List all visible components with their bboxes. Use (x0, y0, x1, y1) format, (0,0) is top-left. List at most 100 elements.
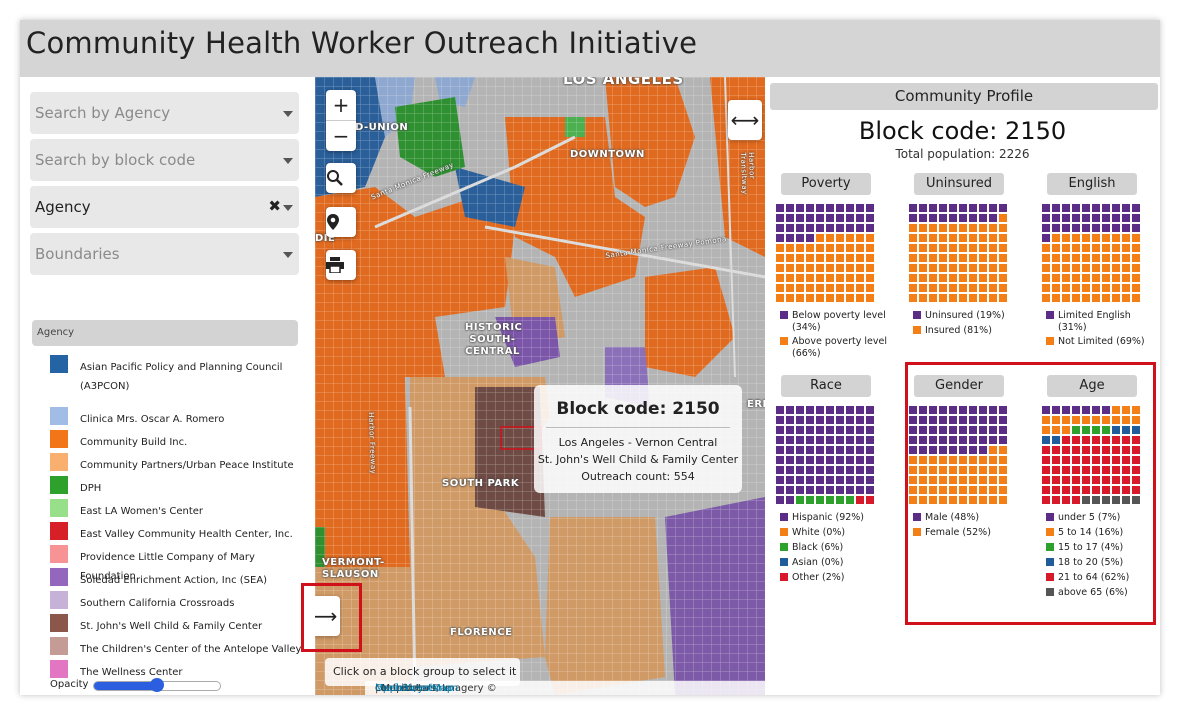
waffle-cell (1122, 214, 1131, 223)
community-profile-panel: Community Profile Block code: 2150 Total… (765, 77, 1160, 695)
waffle-cell (826, 214, 835, 223)
waffle-cell (776, 284, 785, 293)
waffle-cell (866, 264, 875, 273)
popup-area: Los Angeles - Vernon Central (558, 436, 718, 449)
profile-block-code: Block code: 2150 (858, 117, 1067, 145)
waffle-cell (989, 426, 998, 435)
waffle-cell (959, 224, 968, 233)
chart-title-uninsured: Uninsured (914, 173, 1004, 195)
waffle-grid-age (1042, 406, 1142, 506)
waffle-cell (949, 456, 958, 465)
locate-button[interactable] (326, 207, 356, 237)
waffle-cell (856, 456, 865, 465)
block-popup: Block code: 2150 Los Angeles - Vernon Ce… (534, 385, 742, 493)
waffle-cell (786, 244, 795, 253)
legend-label: DPH (80, 483, 102, 494)
waffle-cell (999, 244, 1008, 253)
waffle-cell (866, 294, 875, 303)
waffle-cell (999, 204, 1008, 213)
waffle-cell (919, 406, 928, 415)
waffle-cell (816, 466, 825, 475)
waffle-cell (1092, 426, 1101, 435)
legend-swatch (1046, 337, 1054, 345)
legend-swatch (780, 558, 788, 566)
opacity-slider[interactable] (93, 678, 221, 692)
waffle-cell (856, 436, 865, 445)
waffle-cell (826, 426, 835, 435)
waffle-cell (989, 436, 998, 445)
waffle-cell (1052, 204, 1061, 213)
mapbox-link[interactable]: Mapbox/yohman (375, 683, 459, 694)
waffle-cell (806, 476, 815, 485)
waffle-cell (1042, 446, 1051, 455)
waffle-cell (1112, 264, 1121, 273)
waffle-cell (1072, 446, 1081, 455)
search-button[interactable] (326, 163, 356, 193)
waffle-cell (949, 426, 958, 435)
map-hint-text: Click on a block group to select it (333, 665, 517, 678)
print-button[interactable] (326, 250, 356, 280)
waffle-cell (929, 406, 938, 415)
waffle-cell (979, 446, 988, 455)
waffle-cell (826, 264, 835, 273)
waffle-cell (1092, 214, 1101, 223)
waffle-cell (1092, 416, 1101, 425)
waffle-cell (929, 426, 938, 435)
map[interactable]: LOS ANGELES D-UNION DOWNTOWN HISTORIC SO… (315, 77, 765, 695)
search-block-dropdown[interactable]: Search by block code (30, 139, 299, 181)
clear-icon[interactable]: ✖ (268, 197, 281, 215)
waffle-cell (1102, 456, 1111, 465)
waffle-cell (796, 466, 805, 475)
waffle-cell (1082, 204, 1091, 213)
resize-right-button[interactable]: ⟷ (728, 100, 762, 140)
waffle-cell (969, 496, 978, 505)
waffle-cell (989, 466, 998, 475)
waffle-cell (776, 456, 785, 465)
waffle-cell (969, 456, 978, 465)
waffle-cell (826, 466, 835, 475)
waffle-cell (989, 486, 998, 495)
legend-swatch (50, 355, 68, 373)
chart-title-english: English (1047, 173, 1137, 195)
waffle-cell (826, 446, 835, 455)
waffle-cell (949, 466, 958, 475)
zoom-in-button[interactable]: + (326, 90, 356, 121)
waffle-cell (1042, 214, 1051, 223)
leaflet-link[interactable]: Leaflet (375, 683, 410, 694)
waffle-cell (776, 204, 785, 213)
search-agency-dropdown[interactable]: Search by Agency (30, 92, 299, 134)
waffle-cell (939, 214, 948, 223)
waffle-legend-label: 18 to 20 (5%) (1058, 557, 1124, 568)
osm-link[interactable]: OpenStreetMap (375, 683, 454, 694)
waffle-cell (929, 466, 938, 475)
resize-left-button[interactable]: ⟷ (315, 596, 340, 636)
waffle-cell (866, 274, 875, 283)
waffle-cell (939, 254, 948, 263)
waffle-cell (1042, 264, 1051, 273)
agency-dropdown[interactable]: Agency ✖ (30, 186, 299, 228)
waffle-cell (909, 244, 918, 253)
waffle-cell (929, 284, 938, 293)
waffle-cell (999, 406, 1008, 415)
waffle-cell (826, 224, 835, 233)
waffle-cell (1062, 264, 1071, 273)
waffle-cell (1102, 496, 1111, 505)
waffle-cell (979, 204, 988, 213)
waffle-cell (1122, 204, 1131, 213)
waffle-cell (1122, 486, 1131, 495)
waffle-cell (836, 294, 845, 303)
map-label: VERMONT-SLAUSON (322, 557, 385, 580)
chevron-down-icon (283, 205, 293, 211)
zoom-out-button[interactable]: − (332, 124, 350, 148)
waffle-cell (1082, 224, 1091, 233)
map-label: SOUTH PARK (442, 478, 520, 489)
popup-title: Block code: 2150 (556, 399, 720, 419)
boundaries-dropdown[interactable]: Boundaries (30, 233, 299, 275)
opacity-slider-handle[interactable] (150, 678, 164, 692)
waffle-cell (1052, 224, 1061, 233)
waffle-cell (999, 426, 1008, 435)
legend-label: Soledad Enrichment Action, Inc (SEA) (80, 575, 268, 586)
waffle-cell (1072, 426, 1081, 435)
waffle-cell (1052, 234, 1061, 243)
waffle-cell (1092, 446, 1101, 455)
